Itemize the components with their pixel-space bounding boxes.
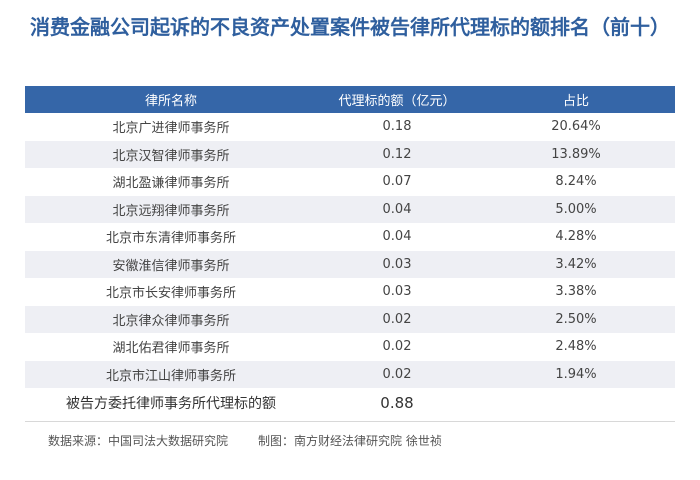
table-row: 北京市江山律师事务所 0.02 1.94% [25,360,675,388]
cell-firm-name: 北京汉智律师事务所 [25,140,317,168]
table-row: 湖北佑君律师事务所 0.02 2.48% [25,333,675,361]
cell-amount: 0.12 [317,140,477,168]
column-header-amount: 代理标的额（亿元） [317,86,477,113]
table-row: 北京广进律师事务所 0.18 20.64% [25,113,675,141]
cell-amount: 0.04 [317,223,477,251]
cell-amount: 0.03 [317,278,477,306]
total-row: 被告方委托律师事务所代理标的额 0.88 [25,388,675,418]
table-row: 北京市东清律师事务所 0.04 4.28% [25,223,675,251]
cell-amount: 0.02 [317,333,477,361]
cell-share: 1.94% [477,360,675,388]
table-row: 湖北盈谦律师事务所 0.07 8.24% [25,168,675,196]
table-row: 北京远翔律师事务所 0.04 5.00% [25,195,675,223]
cell-firm-name: 湖北佑君律师事务所 [25,333,317,361]
footer-divider [25,421,675,422]
cell-firm-name: 北京广进律师事务所 [25,113,317,141]
footer: 数据来源：中国司法大数据研究院 制图：南方财经法律研究院 徐世祯 [48,432,442,449]
cell-amount: 0.02 [317,305,477,333]
cell-firm-name: 北京市长安律师事务所 [25,278,317,306]
credit-note: 制图：南方财经法律研究院 徐世祯 [258,434,442,448]
cell-amount: 0.07 [317,168,477,196]
table-row: 北京汉智律师事务所 0.12 13.89% [25,140,675,168]
total-amount: 0.88 [317,388,477,418]
table-row: 北京律众律师事务所 0.02 2.50% [25,305,675,333]
cell-firm-name: 北京市江山律师事务所 [25,360,317,388]
table-row: 安徽淮信律师事务所 0.03 3.42% [25,250,675,278]
column-header-name: 律所名称 [25,86,317,113]
cell-amount: 0.04 [317,195,477,223]
cell-share: 4.28% [477,223,675,251]
cell-share: 13.89% [477,140,675,168]
cell-share: 8.24% [477,168,675,196]
column-header-share: 占比 [477,86,675,113]
cell-firm-name: 湖北盈谦律师事务所 [25,168,317,196]
source-note: 数据来源：中国司法大数据研究院 [48,434,229,448]
table-row: 北京市长安律师事务所 0.03 3.38% [25,278,675,306]
cell-share: 20.64% [477,113,675,141]
total-label: 被告方委托律师事务所代理标的额 [25,388,317,418]
cell-firm-name: 北京市东清律师事务所 [25,223,317,251]
table-header-row: 律所名称 代理标的额（亿元） 占比 [25,86,675,113]
ranking-table: 律所名称 代理标的额（亿元） 占比 北京广进律师事务所 0.18 20.64% 北京汉… [25,86,675,418]
cell-amount: 0.03 [317,250,477,278]
chart-title: 消费金融公司起诉的不良资产处置案件被告律所代理标的额排名（前十） [30,15,670,39]
cell-firm-name: 北京远翔律师事务所 [25,195,317,223]
cell-share: 3.38% [477,278,675,306]
cell-amount: 0.02 [317,360,477,388]
cell-share: 2.48% [477,333,675,361]
cell-share: 5.00% [477,195,675,223]
table-body: 北京广进律师事务所 0.18 20.64% 北京汉智律师事务所 0.12 13.89% 湖北… [25,113,675,418]
cell-amount: 0.18 [317,113,477,141]
cell-firm-name: 北京律众律师事务所 [25,305,317,333]
cell-share: 2.50% [477,305,675,333]
cell-share: 3.42% [477,250,675,278]
total-share-empty [477,388,675,418]
cell-firm-name: 安徽淮信律师事务所 [25,250,317,278]
